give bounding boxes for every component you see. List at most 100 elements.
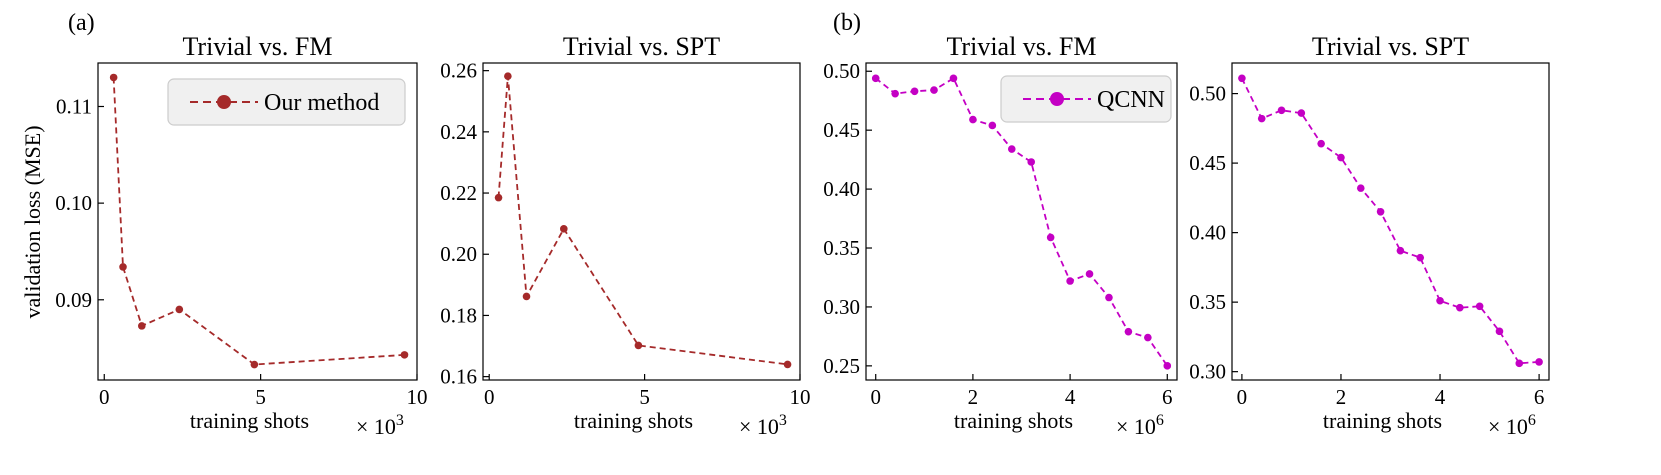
data-point-3-10 bbox=[1436, 296, 1444, 305]
panel-label-b: (b) bbox=[833, 10, 861, 36]
data-point-2-10 bbox=[1066, 277, 1074, 285]
data-point-1-3 bbox=[560, 225, 568, 233]
data-point-3-11 bbox=[1456, 303, 1464, 312]
data-point-2-2 bbox=[910, 87, 919, 96]
chart-title-2: Trivial vs. FM bbox=[946, 32, 1096, 61]
data-point-3-6 bbox=[1356, 184, 1365, 192]
data-point-1-1 bbox=[504, 72, 512, 80]
data-point-2-5 bbox=[969, 115, 977, 124]
x-tick-label-2-2: 4 bbox=[1065, 385, 1076, 409]
y-tick-label-0-0: 0.09 bbox=[55, 288, 92, 312]
y-tick-label-3-2: 0.40 bbox=[1189, 221, 1226, 245]
data-point-0-5 bbox=[400, 351, 409, 359]
chart-title-0: Trivial vs. FM bbox=[182, 32, 332, 61]
y-tick-label-2-4: 0.45 bbox=[823, 118, 860, 142]
data-point-3-4 bbox=[1317, 139, 1325, 148]
x-multiplier-3: × 106 bbox=[1488, 412, 1536, 439]
y-tick-label-2-3: 0.40 bbox=[823, 177, 860, 201]
data-point-2-6 bbox=[988, 121, 997, 130]
plot-frame-2 bbox=[865, 62, 1178, 381]
y-tick-label-2-5: 0.50 bbox=[823, 59, 860, 83]
data-point-3-8 bbox=[1396, 246, 1405, 255]
data-point-2-12 bbox=[1105, 293, 1113, 302]
y-axis-label: validation loss (MSE) bbox=[20, 125, 45, 318]
chart-title-3: Trivial vs. SPT bbox=[1312, 32, 1469, 61]
x-multiplier-0: × 103 bbox=[356, 412, 404, 439]
data-point-3-1 bbox=[1257, 114, 1266, 123]
data-point-2-1 bbox=[891, 89, 899, 98]
data-point-2-0 bbox=[871, 74, 880, 83]
data-point-2-15 bbox=[1163, 362, 1172, 370]
data-point-3-0 bbox=[1238, 74, 1246, 83]
y-tick-label-3-1: 0.35 bbox=[1189, 290, 1226, 314]
series-line-0-0 bbox=[112, 77, 405, 366]
legend-label-2: QCNN bbox=[1097, 87, 1165, 113]
plot-frame-1 bbox=[482, 62, 801, 381]
y-tick-label-2-0: 0.25 bbox=[823, 354, 860, 378]
y-tick-label-1-2: 0.20 bbox=[440, 242, 477, 266]
panel-label-a: (a) bbox=[68, 10, 95, 36]
data-point-2-13 bbox=[1124, 327, 1133, 336]
data-point-3-5 bbox=[1337, 153, 1345, 162]
data-point-3-9 bbox=[1416, 253, 1425, 262]
x-tick-label-0-0: 0 bbox=[99, 385, 110, 409]
data-point-3-2 bbox=[1277, 106, 1286, 115]
x-tick-label-1-0: 0 bbox=[484, 385, 495, 409]
x-multiplier-1: × 103 bbox=[739, 412, 787, 439]
legend-marker-0 bbox=[217, 95, 231, 109]
data-point-0-2 bbox=[137, 322, 146, 330]
y-tick-label-1-5: 0.26 bbox=[440, 59, 477, 83]
data-point-2-14 bbox=[1144, 333, 1152, 342]
y-tick-label-2-2: 0.35 bbox=[823, 236, 860, 260]
chart-title-1: Trivial vs. SPT bbox=[563, 32, 720, 61]
data-point-3-15 bbox=[1535, 358, 1543, 366]
data-point-0-3 bbox=[175, 305, 184, 314]
x-tick-label-3-3: 6 bbox=[1534, 385, 1545, 409]
series-line-3-0 bbox=[1241, 77, 1540, 365]
y-tick-label-3-3: 0.45 bbox=[1189, 151, 1226, 175]
data-point-3-13 bbox=[1495, 327, 1504, 336]
legend-label-0: Our method bbox=[264, 90, 379, 116]
y-tick-label-0-1: 0.10 bbox=[55, 191, 92, 215]
legend-marker-2 bbox=[1050, 92, 1064, 106]
x-tick-label-3-2: 4 bbox=[1435, 385, 1446, 409]
data-point-3-14 bbox=[1515, 359, 1524, 368]
data-point-2-8 bbox=[1027, 158, 1036, 166]
x-multiplier-2: × 106 bbox=[1116, 412, 1164, 439]
x-tick-label-0-2: 10 bbox=[407, 385, 428, 409]
legend-box-0 bbox=[167, 78, 406, 126]
x-axis-label-1: training shots bbox=[574, 408, 693, 433]
x-tick-label-2-3: 6 bbox=[1162, 385, 1173, 409]
plot-frame-0 bbox=[97, 62, 418, 381]
data-point-3-7 bbox=[1376, 207, 1385, 216]
x-axis-label-2: training shots bbox=[954, 408, 1073, 433]
data-point-1-4 bbox=[634, 341, 643, 350]
data-point-2-7 bbox=[1007, 145, 1016, 153]
y-tick-label-1-3: 0.22 bbox=[440, 181, 477, 205]
y-tick-label-2-1: 0.30 bbox=[823, 295, 860, 319]
data-point-0-4 bbox=[250, 360, 259, 369]
data-point-3-3 bbox=[1297, 109, 1306, 117]
series-line-1-0 bbox=[497, 76, 788, 366]
data-point-1-2 bbox=[522, 292, 531, 301]
data-point-1-0 bbox=[494, 193, 503, 202]
legend-box-2 bbox=[1000, 75, 1172, 123]
data-point-3-12 bbox=[1475, 302, 1484, 311]
y-tick-label-0-2: 0.11 bbox=[56, 94, 92, 118]
x-tick-label-1-1: 5 bbox=[639, 385, 650, 409]
x-tick-label-2-0: 0 bbox=[870, 385, 881, 409]
data-point-2-9 bbox=[1046, 233, 1055, 242]
x-axis-label-0: training shots bbox=[190, 408, 309, 433]
x-tick-label-1-2: 10 bbox=[790, 385, 811, 409]
y-tick-label-1-4: 0.24 bbox=[440, 120, 477, 144]
x-tick-label-2-1: 2 bbox=[968, 385, 979, 409]
data-point-0-0 bbox=[109, 73, 118, 82]
y-tick-label-1-1: 0.18 bbox=[440, 303, 477, 327]
data-point-2-11 bbox=[1085, 270, 1094, 278]
x-tick-label-3-1: 2 bbox=[1336, 385, 1347, 409]
data-point-0-1 bbox=[119, 263, 127, 271]
y-tick-label-1-0: 0.16 bbox=[440, 365, 477, 389]
x-axis-label-3: training shots bbox=[1323, 408, 1442, 433]
data-point-1-5 bbox=[783, 360, 792, 369]
